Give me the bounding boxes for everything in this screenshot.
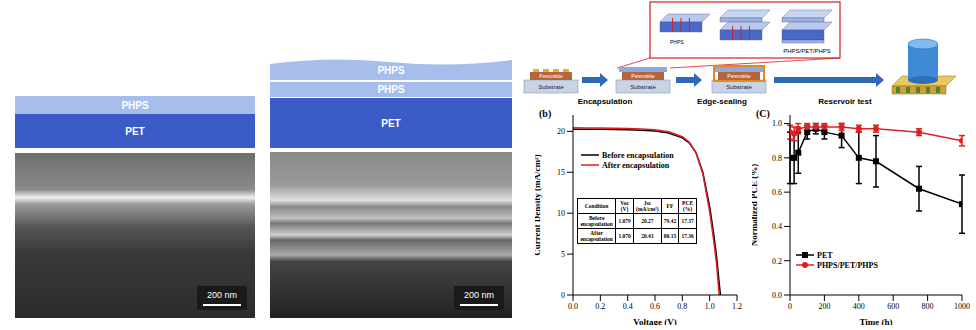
svg-text:1.0: 1.0 [705, 302, 715, 311]
svg-text:Voltage (V): Voltage (V) [633, 317, 676, 325]
svg-text:200 nm: 200 nm [207, 290, 237, 300]
svg-text:0.0: 0.0 [568, 302, 578, 311]
svg-text:0.2: 0.2 [772, 257, 782, 266]
html-text:20.27: 20.27 [641, 218, 654, 224]
svg-text:Encapsulation: Encapsulation [578, 97, 633, 106]
svg-text:0.6: 0.6 [650, 302, 660, 311]
html-text:1.070: 1.070 [618, 233, 631, 239]
html-text:PHPS: PHPS [377, 84, 405, 95]
svg-text:PHPS: PHPS [670, 39, 684, 45]
svg-text:400: 400 [853, 302, 865, 311]
svg-text:0: 0 [788, 302, 792, 311]
html-text:Before encapsulation: Before encapsulation [580, 215, 613, 227]
svg-text:5: 5 [561, 250, 565, 259]
svg-text:200 nm: 200 nm [464, 290, 494, 300]
html-text:Jsc (mA/cm²): Jsc (mA/cm²) [636, 200, 659, 212]
html-text:1.079: 1.079 [618, 218, 631, 224]
html-text:(b): (b) [539, 108, 552, 119]
html-text:20.43: 20.43 [641, 233, 654, 239]
svg-text:Edge-sealing: Edge-sealing [697, 97, 747, 106]
svg-text:0.8: 0.8 [677, 302, 687, 311]
html-text:Voc (V): Voc (V) [620, 200, 629, 212]
svg-text:0: 0 [561, 291, 565, 300]
svg-text:0.0: 0.0 [772, 291, 782, 300]
html-text:(C): (C) [756, 108, 770, 119]
svg-text:600: 600 [887, 302, 899, 311]
html-text:17.36: 17.36 [681, 233, 694, 239]
html-text:FF: FF [666, 203, 674, 209]
svg-text:PHPS: PHPS [377, 65, 405, 76]
html-text:PET: PET [817, 250, 833, 260]
html-text:Condition: Condition [584, 203, 609, 209]
svg-text:PHPS/PET/PHPS: PHPS/PET/PHPS [783, 48, 831, 54]
svg-text:1000: 1000 [954, 302, 968, 311]
svg-text:0.4: 0.4 [772, 222, 782, 231]
html-text:80.15: 80.15 [663, 233, 677, 239]
html-text:After encapsulation: After encapsulation [602, 160, 670, 170]
html-text:PET: PET [125, 125, 145, 137]
svg-text:0.8: 0.8 [772, 154, 782, 163]
svg-text:1.0: 1.0 [772, 119, 782, 128]
svg-text:Substrate: Substrate [630, 84, 656, 90]
html-text:17.37: 17.37 [681, 218, 694, 224]
svg-text:Normalized PCE (%): Normalized PCE (%) [752, 164, 759, 246]
svg-text:20: 20 [557, 127, 565, 136]
svg-text:Perovskite: Perovskite [727, 73, 751, 79]
html-text:After encapsulation: After encapsulation [580, 230, 613, 242]
svg-text:15: 15 [557, 168, 565, 177]
html-text:Before encapsulation: Before encapsulation [602, 150, 674, 160]
svg-text:Perovskite: Perovskite [539, 73, 563, 79]
svg-text:1.2: 1.2 [732, 302, 742, 311]
svg-text:Reservoir test: Reservoir test [818, 97, 872, 106]
svg-text:0.6: 0.6 [772, 188, 782, 197]
html-text:PHPS: PHPS [121, 99, 149, 111]
html-text:PET: PET [381, 117, 401, 129]
svg-text:0.2: 0.2 [595, 302, 605, 311]
html-text:PCE (%): PCE (%) [682, 200, 694, 212]
svg-text:Time (h): Time (h) [859, 317, 892, 325]
svg-text:Current Density (mA/cm²): Current Density (mA/cm²) [535, 154, 542, 256]
html-text:79.42: 79.42 [663, 218, 677, 224]
html-text:PHPS/PET/PHPS: PHPS/PET/PHPS [817, 260, 878, 270]
svg-text:200: 200 [818, 302, 830, 311]
svg-text:0.4: 0.4 [623, 302, 633, 311]
svg-text:800: 800 [922, 302, 934, 311]
svg-text:Substrate: Substrate [726, 84, 752, 90]
svg-text:Substrate: Substrate [538, 84, 564, 90]
svg-text:Perovskite: Perovskite [631, 73, 655, 79]
svg-text:10: 10 [557, 209, 565, 218]
